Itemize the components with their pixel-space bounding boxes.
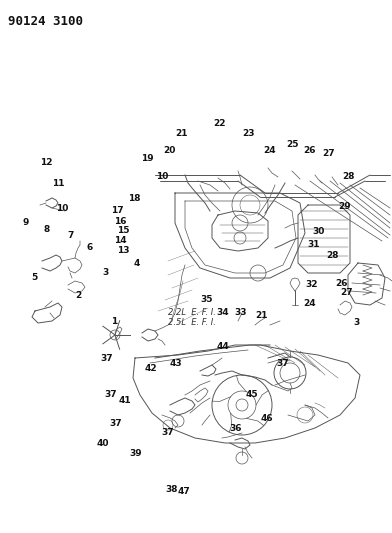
Text: 27: 27 [322,149,335,158]
Text: 41: 41 [118,397,131,405]
Text: 23: 23 [243,129,255,138]
Text: 30: 30 [312,228,325,236]
Text: 28: 28 [326,252,339,260]
Text: 4: 4 [133,260,140,268]
Text: 33: 33 [235,309,247,317]
Text: 2.2L  E. F. I.: 2.2L E. F. I. [168,308,216,317]
Text: 38: 38 [165,485,178,494]
Text: 8: 8 [44,225,50,233]
Text: 28: 28 [342,173,354,181]
Text: 39: 39 [129,449,142,457]
Text: 32: 32 [305,280,318,289]
Text: 29: 29 [338,202,350,211]
Text: 26: 26 [303,146,316,155]
Text: 13: 13 [117,246,130,255]
Text: 24: 24 [263,146,276,155]
Text: 37: 37 [104,390,117,399]
Text: 20: 20 [163,146,176,155]
Text: 45: 45 [245,390,258,399]
Text: 9: 9 [22,218,29,227]
Text: 90124 3100: 90124 3100 [8,15,83,28]
Text: 31: 31 [307,240,320,248]
Text: 19: 19 [141,154,153,163]
Text: 10: 10 [56,205,68,213]
Text: 7: 7 [67,231,74,240]
Text: 12: 12 [40,158,53,167]
Text: 44: 44 [216,342,229,351]
Text: 43: 43 [169,359,182,368]
Text: 18: 18 [128,195,140,203]
Text: 37: 37 [109,419,122,428]
Text: 16: 16 [114,217,127,225]
Text: 6: 6 [86,244,93,252]
Text: 3: 3 [354,318,360,327]
Text: 21: 21 [175,129,187,138]
Text: 36: 36 [229,424,241,433]
Text: 3: 3 [102,269,108,277]
Text: 2.5L  E. F. I.: 2.5L E. F. I. [168,318,216,327]
Text: 34: 34 [216,309,229,317]
Text: 42: 42 [145,365,157,373]
Text: 24: 24 [303,300,316,308]
Text: 37: 37 [100,354,113,362]
Text: 27: 27 [341,288,353,296]
Text: 46: 46 [261,414,274,423]
Text: 10: 10 [156,173,169,181]
Text: 40: 40 [96,439,109,448]
Text: 37: 37 [277,359,289,368]
Text: 21: 21 [256,311,268,320]
Text: 14: 14 [114,237,127,245]
Text: 37: 37 [162,429,174,437]
Text: 17: 17 [111,206,124,215]
Text: 15: 15 [117,227,130,235]
Text: 26: 26 [335,279,347,288]
Text: 25: 25 [286,141,298,149]
Text: 11: 11 [52,180,64,188]
Text: 1: 1 [111,318,117,326]
Text: 35: 35 [201,295,213,304]
Text: 47: 47 [178,487,191,496]
Text: 22: 22 [213,119,226,128]
Text: 2: 2 [75,292,82,300]
Text: 5: 5 [31,273,38,281]
